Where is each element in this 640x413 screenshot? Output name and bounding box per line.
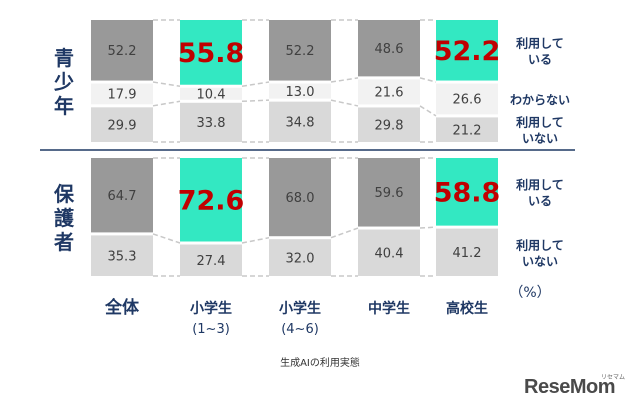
data-label: 21.6 <box>375 86 404 101</box>
connector-line <box>419 77 437 83</box>
data-label: 13.0 <box>286 85 315 100</box>
group-label: 年 <box>54 94 74 118</box>
data-label: 52.2 <box>108 44 137 59</box>
connector-line <box>241 81 270 87</box>
data-label: 48.6 <box>375 42 404 57</box>
legend-label: 利用して <box>516 115 564 130</box>
connector-line <box>330 99 359 107</box>
data-label: 21.2 <box>453 123 482 138</box>
data-label: 10.4 <box>197 87 226 102</box>
data-label: 72.6 <box>178 185 245 216</box>
bar-segment <box>358 20 420 77</box>
data-label: 41.2 <box>453 246 482 261</box>
bar-segment <box>180 102 242 142</box>
connector-line <box>330 227 359 239</box>
bar-segment <box>436 83 498 115</box>
connector-line <box>241 99 270 103</box>
data-label: 29.8 <box>375 118 404 133</box>
data-label: 52.2 <box>286 44 315 59</box>
bar-segment <box>180 244 242 276</box>
data-label: 32.0 <box>286 251 315 266</box>
data-label: 27.4 <box>197 254 226 269</box>
bar-segment <box>436 117 498 142</box>
bar-segment <box>180 87 242 100</box>
bar-segment <box>269 101 331 142</box>
bar-segment <box>358 158 420 227</box>
legend-label: 利用して <box>516 237 564 252</box>
category-sublabel: (4~6) <box>281 322 319 337</box>
bar-segment <box>269 83 331 99</box>
data-label: 58.8 <box>434 178 501 209</box>
legend-label: いる <box>528 194 552 208</box>
bar-segment <box>91 83 153 105</box>
bar-segment <box>358 107 420 142</box>
category-label: 高校生 <box>446 300 488 317</box>
connector-line <box>419 226 437 229</box>
data-label: 59.6 <box>375 186 404 201</box>
unit-label: （%） <box>509 285 550 301</box>
bar-segment <box>91 235 153 276</box>
group-label: 少 <box>53 70 74 94</box>
bar-segment <box>269 239 331 276</box>
group-label: 護 <box>54 206 75 230</box>
bar-segment <box>269 158 331 237</box>
group-label: 保 <box>53 182 75 206</box>
bar-segment <box>358 79 420 105</box>
legend-label: いる <box>528 52 552 66</box>
data-label: 17.9 <box>108 88 137 103</box>
legend-label: 利用して <box>516 177 564 192</box>
connector-line <box>419 105 437 117</box>
data-label: 29.9 <box>108 118 137 133</box>
bar-segment <box>358 229 420 276</box>
data-label: 55.8 <box>178 38 245 69</box>
connector-line <box>152 233 181 244</box>
legend-label: いない <box>522 254 558 268</box>
category-label: 小学生 <box>190 300 232 317</box>
data-label: 52.2 <box>434 36 501 67</box>
bar-segment <box>91 158 153 233</box>
bar-segment <box>436 158 498 226</box>
group-label: 者 <box>53 230 74 254</box>
bar-segment <box>436 20 498 81</box>
data-label: 34.8 <box>286 115 315 130</box>
legend-label: いない <box>522 132 558 146</box>
connector-line <box>330 77 359 83</box>
bar-segment <box>436 228 498 276</box>
data-label: 33.8 <box>197 116 226 131</box>
bar-segment <box>91 20 153 81</box>
group-label: 青 <box>54 46 74 70</box>
category-sublabel: (1~3) <box>192 322 230 337</box>
category-label: 中学生 <box>368 300 410 317</box>
bar-segment <box>269 20 331 81</box>
resemom-logo-sub: リセマム <box>601 374 626 381</box>
bar-segment <box>180 158 242 242</box>
chart-caption: 生成AIの利用実態 <box>280 358 360 369</box>
bar-segment <box>91 107 153 142</box>
data-label: 64.7 <box>108 189 137 204</box>
stacked-bar-chart: 52.2 17.9 29.9 55.8 10.4 33.8 52.2 13.0 34.8 48.6… <box>40 19 575 337</box>
resemom-logo: ReseMom <box>524 376 615 398</box>
connector-line <box>152 100 181 107</box>
connector-line <box>241 236 270 244</box>
connector-line <box>152 81 181 87</box>
data-label: 40.4 <box>375 246 404 261</box>
legend-label: わからない <box>510 93 570 107</box>
legend-label: 利用して <box>516 35 564 50</box>
data-label: 26.6 <box>453 93 482 108</box>
data-label: 68.0 <box>286 191 315 206</box>
category-label: 全体 <box>104 297 140 318</box>
category-label: 小学生 <box>279 300 321 317</box>
data-label: 35.3 <box>108 249 137 264</box>
bar-segment <box>180 20 242 85</box>
